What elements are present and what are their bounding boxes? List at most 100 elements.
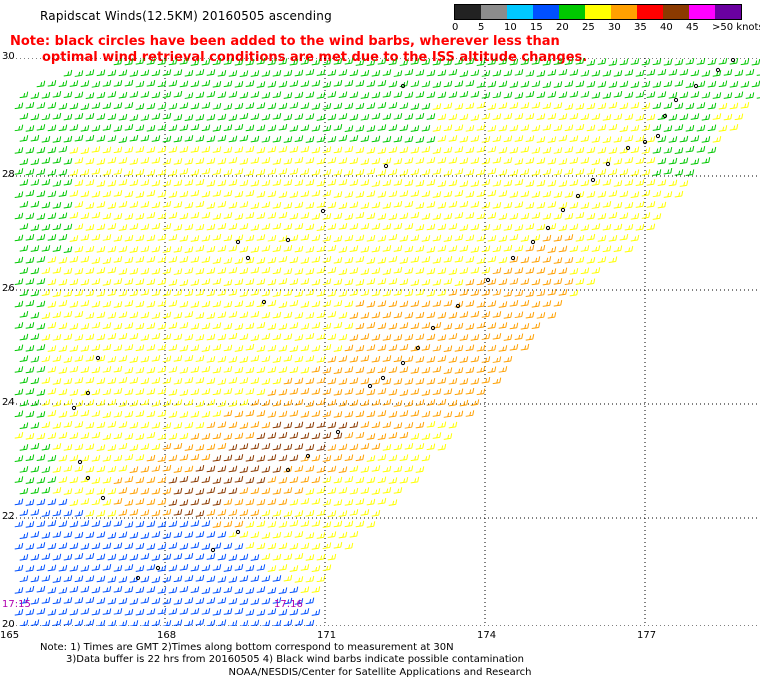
wind-barb <box>168 146 178 153</box>
wind-barb <box>195 464 205 472</box>
wind-barb <box>487 146 497 153</box>
wind-barb <box>91 388 101 396</box>
legend-label: 45 <box>686 22 699 33</box>
wind-barb <box>327 531 337 538</box>
wind-barb <box>580 91 590 98</box>
wind-barb <box>91 542 101 550</box>
wind-barb <box>234 59 244 66</box>
wind-barb <box>283 113 293 121</box>
wind-barb <box>239 356 249 363</box>
contamination-marker <box>305 453 311 459</box>
wind-barb <box>371 399 381 406</box>
wind-barb <box>272 377 282 385</box>
wind-barb <box>168 234 178 241</box>
wind-barb <box>74 531 84 539</box>
wind-barb <box>250 465 260 472</box>
wind-barb <box>498 169 508 176</box>
wind-barb <box>63 290 73 297</box>
wind-barb <box>613 202 623 209</box>
wind-barb <box>190 80 200 88</box>
wind-barb <box>173 509 183 516</box>
wind-barb <box>322 278 332 286</box>
wind-barb <box>41 443 51 451</box>
wind-barb <box>509 81 519 88</box>
wind-barb <box>443 388 453 395</box>
wind-barb <box>206 443 216 451</box>
wind-barb <box>146 410 156 418</box>
wind-barb <box>558 113 568 120</box>
wind-barb <box>459 311 469 318</box>
wind-barb <box>674 102 684 110</box>
wind-barb <box>514 267 524 274</box>
wind-barb <box>635 179 645 187</box>
wind-barb <box>388 322 398 330</box>
wind-barb <box>536 157 546 165</box>
wind-barb <box>129 333 139 340</box>
wind-barb <box>333 345 343 352</box>
wind-barb <box>113 278 123 285</box>
wind-barb <box>663 102 673 109</box>
wind-barb <box>212 432 222 440</box>
wind-barb <box>256 498 266 506</box>
wind-barb <box>239 245 249 253</box>
wind-barb <box>129 311 139 319</box>
wind-barb <box>272 620 282 626</box>
wind-barb <box>234 410 244 418</box>
wind-barb <box>140 91 150 98</box>
wind-barb <box>338 510 348 517</box>
wind-barb <box>69 323 79 330</box>
wind-barb <box>311 609 321 616</box>
contamination-marker <box>261 299 267 305</box>
wind-barb <box>311 190 321 197</box>
wind-barb <box>300 301 310 308</box>
wind-barb <box>14 322 24 329</box>
wind-barb <box>19 619 29 626</box>
wind-barb <box>85 619 95 626</box>
wind-barb <box>239 91 249 99</box>
wind-barb <box>421 146 431 153</box>
wind-barb <box>223 301 233 308</box>
wind-barb <box>85 552 95 560</box>
wind-barb <box>19 466 29 473</box>
wind-barb <box>278 476 288 484</box>
wind-barb <box>305 400 315 407</box>
wind-barb <box>14 498 24 506</box>
wind-barb <box>151 113 161 120</box>
wind-barb <box>41 113 51 121</box>
wind-barb <box>223 103 233 110</box>
wind-barb <box>388 300 398 308</box>
wind-barb <box>448 268 458 275</box>
wind-barb <box>597 102 607 110</box>
wind-barb <box>85 333 95 341</box>
wind-barb <box>531 300 541 308</box>
wind-barb <box>723 92 733 99</box>
wind-barb <box>162 267 172 275</box>
wind-barb <box>294 69 304 77</box>
wind-barb <box>261 355 271 363</box>
wind-barb <box>184 201 194 209</box>
wind-barb <box>223 234 233 242</box>
wind-barb <box>663 59 673 66</box>
wind-barb <box>586 233 596 241</box>
wind-barb <box>415 289 425 296</box>
wind-barb <box>217 531 227 538</box>
wind-barb <box>652 190 662 198</box>
wind-barb <box>212 366 222 374</box>
wind-barb <box>212 388 222 396</box>
wind-barb <box>432 125 442 132</box>
wind-barb <box>278 191 288 198</box>
wind-barb <box>151 531 161 538</box>
wind-barb <box>47 301 57 308</box>
wind-barb <box>382 69 392 76</box>
wind-barb <box>102 102 112 110</box>
wind-barb <box>217 597 227 604</box>
wind-barb <box>333 454 343 461</box>
wind-barb <box>289 345 299 352</box>
wind-barb <box>63 267 73 275</box>
wind-barb <box>520 168 530 176</box>
wind-barb <box>377 433 387 440</box>
wind-barb <box>349 334 359 341</box>
wind-barb <box>371 135 381 143</box>
wind-barb <box>426 246 436 253</box>
wind-barb <box>201 411 211 418</box>
